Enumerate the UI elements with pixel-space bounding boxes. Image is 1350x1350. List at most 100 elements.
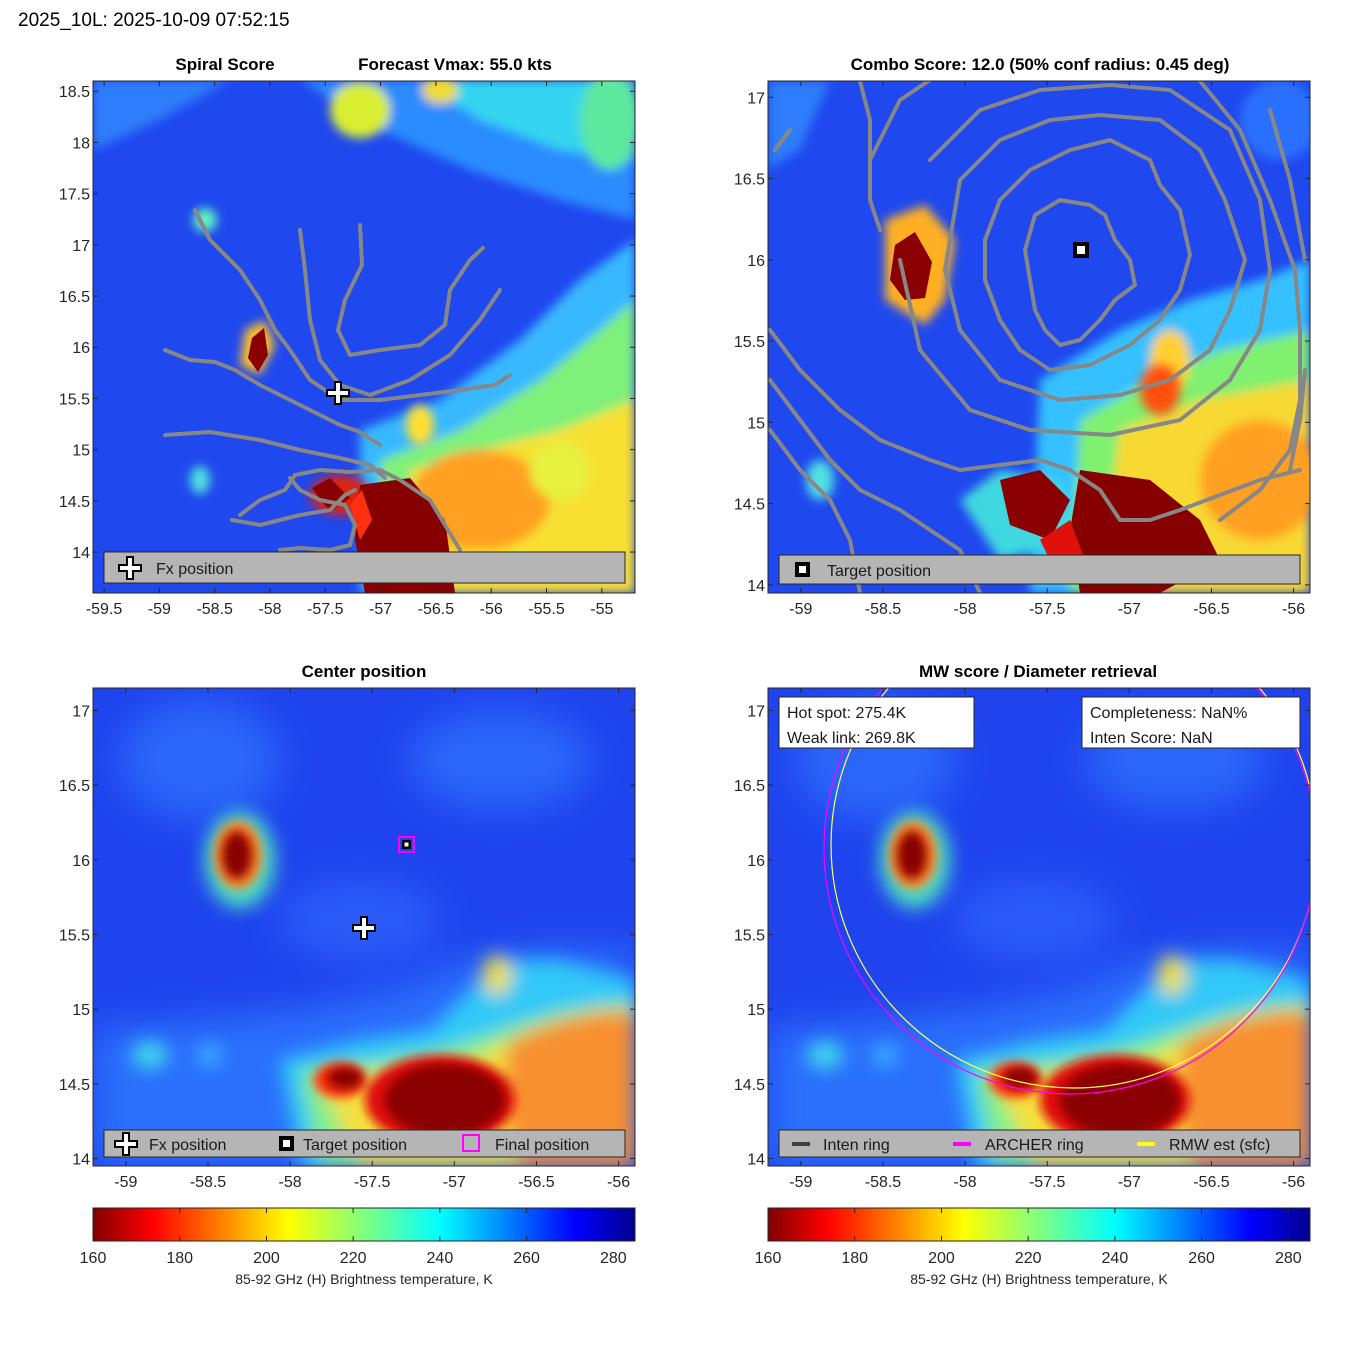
completeness-text: Completeness: NaN% [1090,705,1247,722]
x-tick-label: -57.5 [307,601,344,618]
spiral-score-fx-marker [326,381,350,405]
y-tick-label: 16.5 [59,778,90,795]
y-tick-label: 15 [747,415,765,432]
colorbar-tick-label: 180 [166,1250,193,1267]
weak-link-text: Weak link: 269.8K [787,730,916,747]
colorbar-tick-label: 280 [600,1250,627,1267]
forecast-vmax-title: Forecast Vmax: 55.0 kts [358,55,552,74]
x-tick-label: -58 [954,1174,977,1191]
y-tick-label: 14 [747,1152,765,1169]
x-tick-label: -55 [590,601,613,618]
colorbar-tick-label: 260 [513,1250,540,1267]
y-tick-label: 16 [747,853,765,870]
y-tick-label: 18 [72,135,90,152]
y-tick-label: 15 [747,1002,765,1019]
target-position-legend-icon [795,562,810,577]
spiral-score-panel: -59.5 -59 -58.5 -58 -57.5 -57 -56.5 -56 -55.5 -55… [59,55,636,618]
y-tick-label: 16 [72,340,90,357]
y-tick-label: 17 [72,238,90,255]
center-position-title: Center position [302,662,427,681]
legend-final-position: Final position [495,1137,589,1154]
x-tick-label: -59 [789,601,812,618]
combo-score-ticks: -59 -58.5 -58 -57.5 -57 -56.5 -56 14 14.5 15 15.5 1… [734,81,1310,618]
combo-score-legend: Target position [778,554,1301,585]
y-tick-label: 16 [72,853,90,870]
y-tick-label: 14 [72,545,90,562]
colorbar-tick-label: 160 [755,1250,782,1267]
spiral-score-ticks: -59.5 -59 -58.5 -58 -57.5 -57 -56.5 -56 -55.5 -55… [59,81,635,618]
legend-archer-ring: ARCHER ring [985,1137,1084,1154]
colorbar-tick-label: 160 [80,1250,107,1267]
legend-fx-position: Fx position [149,1137,226,1154]
colorbar-tick-label: 260 [1188,1250,1215,1267]
legend-target-position: Target position [303,1137,407,1154]
colorbar-right: 160 180 200 220 240 260 280 85-92 GHz (H) Brig… [755,1207,1311,1287]
y-tick-label: 15 [72,443,90,460]
center-position-ticks: -59 -58.5 -58 -57.5 -57 -56.5 -56 14 14.5 15 15.5 1… [59,688,635,1191]
mw-score-panel: -59 -58.5 -58 -57.5 -57 -56.5 -56 14 14.5 15 15.5 1… [734,662,1311,1191]
colorbar-tick-label: 220 [340,1250,367,1267]
y-tick-label: 15 [72,1002,90,1019]
colorbar-tick-label: 220 [1015,1250,1042,1267]
hot-spot-text: Hot spot: 275.4K [787,705,907,722]
x-tick-label: -56.5 [1193,1174,1230,1191]
y-tick-label: 14.5 [734,1077,765,1094]
archer-ring [823,688,1310,1095]
final-position-legend-icon [462,1134,480,1152]
y-tick-label: 14.5 [734,497,765,514]
x-tick-label: -56 [480,601,503,618]
colorbar-right-ticks: 160 180 200 220 240 260 280 [755,1208,1302,1267]
x-tick-label: -59 [114,1174,137,1191]
y-tick-label: 18.5 [59,84,90,101]
x-tick-label: -58.5 [196,601,233,618]
spiral-score-legend: Fx position [103,551,626,584]
combo-score-target-marker [1073,242,1089,258]
legend-rmw-est: RMW est (sfc) [1169,1137,1270,1154]
mw-score-ticks: -59 -58.5 -58 -57.5 -57 -56.5 -56 14 14.5 15 15.5 1… [734,688,1310,1191]
y-tick-label: 17.5 [59,187,90,204]
x-tick-label: -57 [369,601,392,618]
fx-position-legend-icon [114,1132,138,1156]
colorbar-tick-label: 200 [928,1250,955,1267]
colorbar-left-label: 85-92 GHz (H) Brightness temperature, K [235,1271,493,1287]
x-tick-label: -59 [789,1174,812,1191]
target-position-legend-icon [279,1136,294,1151]
center-position-panel: -59 -58.5 -58 -57.5 -57 -56.5 -56 14 14.5 15 15.5 1… [59,662,636,1191]
inten-score-text: Inten Score: NaN [1090,730,1213,747]
y-tick-label: 16.5 [734,172,765,189]
y-tick-label: 14.5 [59,494,90,511]
spiral-score-axes [92,80,636,594]
y-tick-label: 17 [747,90,765,107]
x-tick-label: -57.5 [354,1174,391,1191]
colorbar-tick-label: 240 [1102,1250,1129,1267]
x-tick-label: -57 [1118,601,1141,618]
mw-score-heatmap [768,688,1310,1166]
x-tick-label: -57 [1118,1174,1141,1191]
legend-inten-ring: Inten ring [823,1137,890,1154]
y-tick-label: 14.5 [59,1077,90,1094]
center-position-axes [92,687,636,1167]
x-tick-label: -59.5 [86,601,123,618]
combo-score-panel: -59 -58.5 -58 -57.5 -57 -56.5 -56 14 14.5 15 15.5 1… [734,55,1311,618]
center-position-target-marker [398,836,415,853]
colorbar-right-label: 85-92 GHz (H) Brightness temperature, K [910,1271,1168,1287]
colorbar-left: 160 180 200 220 240 260 280 85-92 GHz (H) Brig… [80,1207,636,1287]
spiral-score-title: Spiral Score [175,55,274,74]
x-tick-label: -57.5 [1029,1174,1066,1191]
x-tick-label: -58 [258,601,281,618]
x-tick-label: -56 [1282,601,1305,618]
colorbar-left-ticks: 160 180 200 220 240 260 280 [80,1208,627,1267]
legend-fx-position: Fx position [156,561,233,578]
x-tick-label: -56.5 [518,1174,555,1191]
combo-score-title: Combo Score: 12.0 (50% conf radius: 0.45… [851,55,1230,74]
x-tick-label: -58.5 [865,1174,902,1191]
y-tick-label: 16.5 [59,289,90,306]
mw-score-title: MW score / Diameter retrieval [919,662,1157,681]
colorbar-tick-label: 180 [841,1250,868,1267]
colorbar-tick-label: 280 [1275,1250,1302,1267]
x-tick-label: -56 [1282,1174,1305,1191]
y-tick-label: 14 [747,578,765,595]
center-position-legend: Fx position Target position Final positi… [103,1129,626,1158]
x-tick-label: -55.5 [528,601,565,618]
